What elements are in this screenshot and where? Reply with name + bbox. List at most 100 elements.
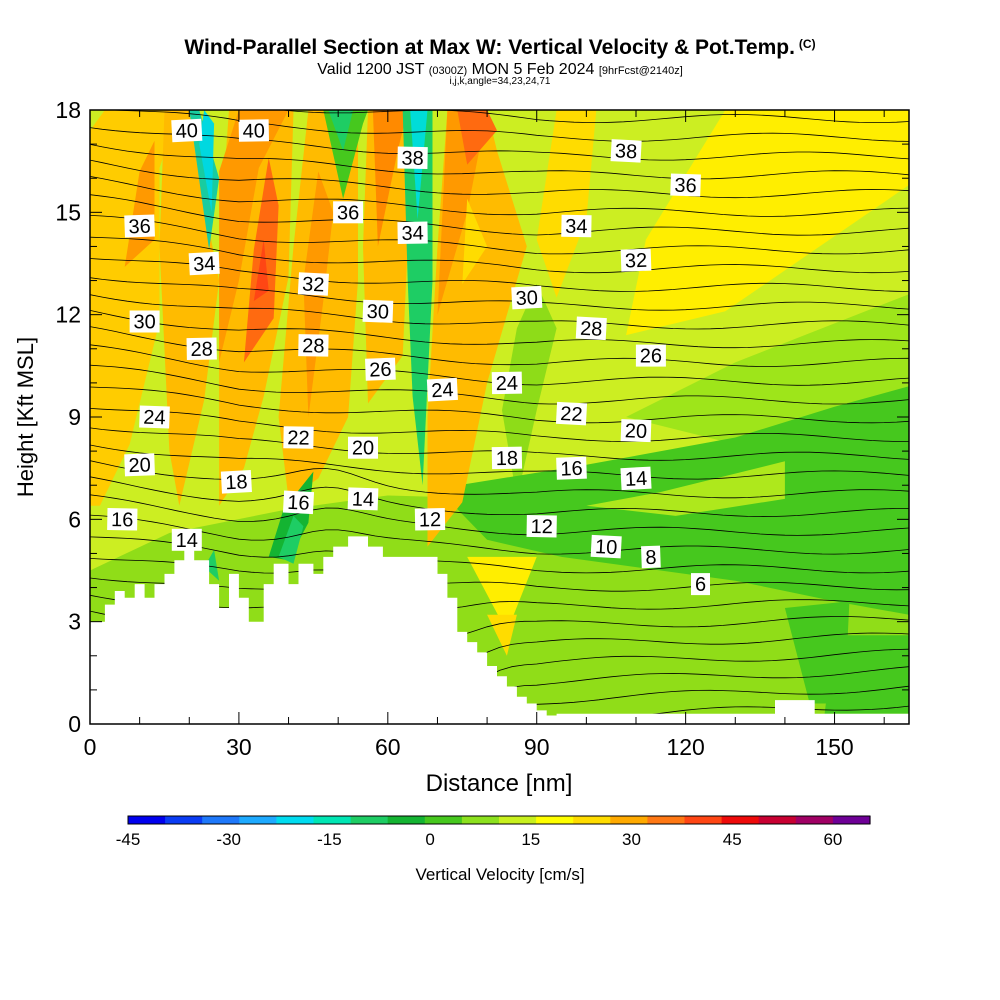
- contour-label: 24: [426, 377, 458, 402]
- contour-label: 16: [107, 508, 138, 531]
- isentrope-line: [90, 558, 909, 592]
- isentrope-line: [90, 236, 909, 274]
- contour-label: 34: [188, 251, 220, 276]
- contour-label: 18: [220, 470, 252, 494]
- contour-label: 34: [561, 214, 592, 238]
- contour-label-text: 6: [695, 574, 706, 596]
- contour-label: 8: [641, 545, 661, 569]
- contour-label-text: 32: [302, 273, 325, 296]
- isentrope-line: [90, 728, 909, 776]
- chart-title-mark: (C): [798, 37, 816, 51]
- colorbar-tick-label: 60: [823, 830, 842, 849]
- isentrope-line: [90, 215, 909, 255]
- isentrope-line: [90, 66, 909, 104]
- isentrope-line: [90, 326, 909, 367]
- forecast-info: [9hrFcst@2140z]: [598, 65, 683, 77]
- colorbar-swatch: [202, 816, 240, 824]
- contour-label-text: 30: [366, 301, 389, 324]
- colorbar-swatch: [684, 816, 723, 824]
- colorbar-swatch: [795, 816, 834, 824]
- contour-label: 38: [610, 139, 642, 163]
- velocity-region: [536, 110, 597, 298]
- contour-label-text: 38: [614, 140, 637, 163]
- x-tick-label: 60: [375, 734, 401, 760]
- colorbar-tick-label: -30: [216, 830, 241, 849]
- isentrope-line: [90, 408, 909, 443]
- contour-label: 22: [283, 426, 314, 450]
- contour-label-text: 34: [565, 216, 588, 238]
- contour-label: 16: [556, 456, 587, 481]
- contour-label-text: 14: [624, 468, 647, 491]
- contour-label-text: 26: [369, 359, 392, 382]
- contour-label-text: 16: [111, 509, 134, 531]
- contour-label: 28: [186, 337, 217, 361]
- velocity-region: [90, 110, 180, 506]
- isentrope-line: [90, 536, 909, 574]
- colorbar-tick-label: 0: [425, 830, 434, 849]
- colorbar-tick-label: 15: [521, 830, 540, 849]
- x-tick-label: 150: [815, 734, 853, 760]
- contour-label: 14: [347, 487, 379, 511]
- contour-label: 40: [171, 118, 203, 143]
- contour-label-text: 30: [515, 287, 538, 310]
- contour-label: 36: [333, 201, 364, 224]
- colorbar-tick-label: -45: [116, 830, 141, 849]
- x-axis-label: Distance [nm]: [426, 770, 573, 797]
- colorbar-swatch: [350, 816, 389, 824]
- isentrope-line: [90, 45, 909, 85]
- x-tick-label: 0: [84, 734, 97, 760]
- contour-label-text: 24: [431, 379, 454, 402]
- velocity-region: [278, 515, 304, 564]
- contour-label-text: 34: [401, 223, 424, 245]
- contour-label: 30: [511, 285, 543, 310]
- contour-label-text: 22: [560, 403, 583, 426]
- y-tick-label: 3: [68, 609, 81, 635]
- contour-label-text: 20: [352, 438, 374, 460]
- isentrope-line: [90, 310, 909, 349]
- velocity-region: [253, 239, 269, 301]
- velocity-region: [189, 110, 220, 250]
- isentrope-line: [90, 386, 909, 424]
- contour-label-text: 16: [287, 492, 310, 515]
- contour-label-text: 26: [640, 346, 662, 368]
- contour-label: 30: [362, 299, 394, 324]
- valid-utc: (0300Z): [428, 65, 468, 77]
- colorbar-swatch: [165, 816, 203, 824]
- isentrope-line: [90, 277, 909, 311]
- contour-label-text: 40: [243, 120, 266, 142]
- colorbar: -45 -30 -15 0 15 30 45 60: [116, 815, 871, 849]
- colorbar-swatch: [721, 816, 760, 824]
- contour-label: 26: [635, 344, 666, 368]
- x-tick-label: 30: [226, 734, 252, 760]
- isentrope-line: [90, 514, 909, 555]
- contour-label-text: 20: [128, 454, 151, 477]
- contour-label: 34: [397, 221, 428, 245]
- velocity-region: [467, 556, 537, 632]
- contour-label: 14: [620, 466, 652, 491]
- contour-label: 32: [297, 272, 329, 297]
- isentrope-line: [90, 144, 909, 180]
- isentrope-line: [90, 364, 909, 405]
- velocity-region: [626, 110, 909, 336]
- contour-label: 24: [139, 405, 170, 429]
- terrain-mask: [90, 536, 909, 724]
- contour-label: 24: [491, 371, 523, 395]
- valid-date: MON 5 Feb 2024: [471, 61, 595, 78]
- colorbar-swatch: [647, 816, 686, 824]
- colorbar-swatch: [461, 816, 500, 824]
- contour-label-text: 18: [225, 471, 248, 494]
- contour-label-text: 16: [560, 458, 583, 481]
- velocity-region: [328, 110, 354, 151]
- contour-labels: 40 40 38 38 36 36 36 34 34 34 32 32 30 30 30 28 28 28 26 26…: [107, 118, 710, 596]
- colorbar-swatch: [276, 816, 315, 824]
- velocity-region: [204, 550, 220, 581]
- contour-label: 16: [282, 490, 315, 515]
- contour-label: 12: [526, 514, 557, 538]
- colorbar-swatch: [536, 816, 574, 824]
- isentrope-line: [90, 127, 909, 161]
- valid-time: Valid 1200 JST: [317, 61, 425, 78]
- velocity-region: [457, 110, 497, 165]
- velocity-region: [372, 110, 408, 247]
